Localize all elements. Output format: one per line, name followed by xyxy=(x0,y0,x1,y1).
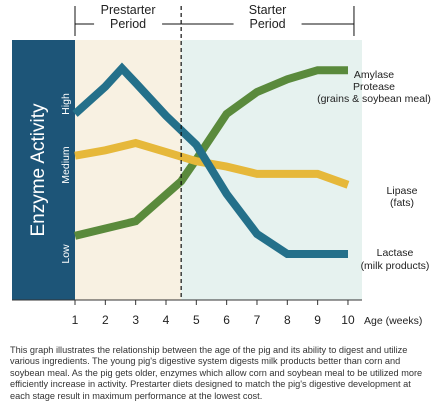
x-tick-label-9: 10 xyxy=(341,313,355,327)
series-layer xyxy=(72,62,350,258)
x-tick-label-4: 5 xyxy=(193,313,200,327)
y-level-label-1: Medium xyxy=(60,146,72,184)
period-label-line2-0: Period xyxy=(110,17,146,31)
x-tick-label-3: 4 xyxy=(163,313,170,327)
series-label-0-line-2: (grains & soybean meal) xyxy=(317,93,431,105)
series-label-1-line-1: (fats) xyxy=(390,197,414,209)
period-label-line1-1: Starter xyxy=(249,3,287,17)
series-label-1-line-0: Lipase xyxy=(387,185,418,197)
series-line-2 xyxy=(72,62,348,258)
series-label-0-line-1: Protease xyxy=(353,81,395,93)
x-tick-label-2: 3 xyxy=(132,313,139,327)
x-tick-label-8: 9 xyxy=(314,313,321,327)
series-label-2-line-1: (milk products) xyxy=(361,260,430,272)
series-line-0 xyxy=(74,66,348,240)
y-level-label-2: High xyxy=(60,93,72,115)
prestarter-background xyxy=(75,40,182,300)
series-label-2-line-0: Lactase xyxy=(377,247,414,259)
ylabel-band xyxy=(12,40,75,300)
x-tick-label-7: 8 xyxy=(284,313,291,327)
period-label-bg-1 xyxy=(233,3,302,33)
y-axis-title: Enzyme Activity xyxy=(28,103,49,237)
y-level-label-0: Low xyxy=(60,244,72,264)
period-label-line1-0: Prestarter xyxy=(101,3,156,17)
period-label-line2-1: Period xyxy=(249,17,285,31)
x-axis-label: Age (weeks) xyxy=(364,315,422,327)
x-tick-label-0: 1 xyxy=(72,313,79,327)
x-tick-label-5: 6 xyxy=(223,313,230,327)
series-label-0-line-0: Amylase xyxy=(354,69,394,81)
x-tick-label-6: 7 xyxy=(254,313,261,327)
period-label-bg-0 xyxy=(94,3,163,33)
x-tick-label-1: 2 xyxy=(102,313,109,327)
chart-caption: This graph illustrates the relationship … xyxy=(10,345,423,401)
